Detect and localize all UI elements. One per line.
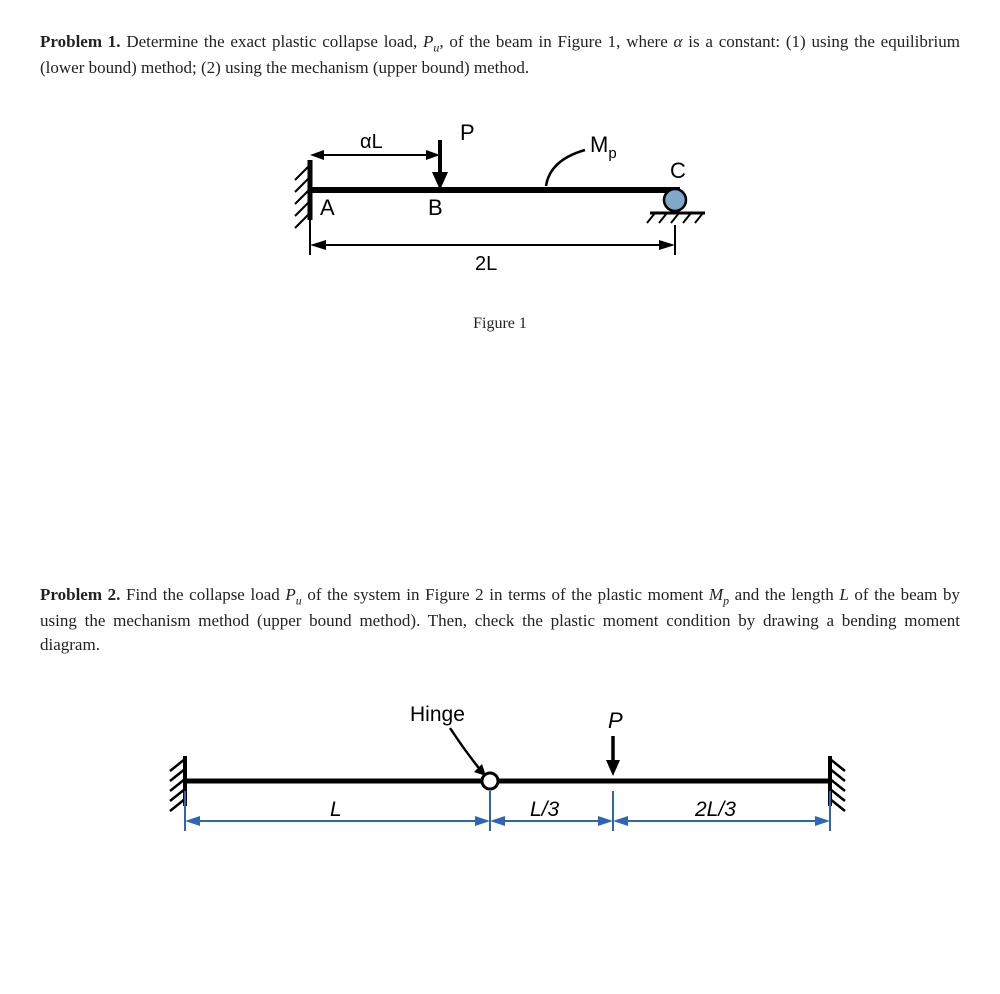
p1-t1: Determine the exact plastic collapse loa… bbox=[121, 32, 423, 51]
label-L: L bbox=[330, 798, 342, 821]
dim-L3: L/3 bbox=[490, 798, 613, 826]
hinge-icon bbox=[482, 773, 498, 789]
label-P: P bbox=[460, 120, 475, 145]
problem-2-text: Problem 2. Find the collapse load Pu of … bbox=[40, 583, 960, 657]
figure-2-container: Hinge P bbox=[40, 696, 960, 871]
p2-Pu: Pu bbox=[285, 585, 301, 604]
p1-t2: , of the beam in Figure 1, where bbox=[439, 32, 673, 51]
label-2L3: 2L/3 bbox=[694, 798, 736, 821]
p2-t2: of the system in Figure 2 in terms of th… bbox=[302, 585, 709, 604]
p2-L: L bbox=[839, 585, 848, 604]
hinge-label: Hinge bbox=[410, 703, 486, 776]
dim-2L: 2L bbox=[310, 220, 675, 275]
figure-1-caption: Figure 1 bbox=[40, 315, 960, 333]
label-L3: L/3 bbox=[530, 798, 560, 821]
label-A: A bbox=[320, 195, 335, 220]
problem-2-label: Problem 2. bbox=[40, 585, 120, 604]
fixed-support-icon bbox=[295, 160, 310, 228]
dim-L: L bbox=[185, 798, 490, 826]
svg-text:Mp: Mp bbox=[590, 132, 617, 162]
p2-t3: and the length bbox=[729, 585, 839, 604]
problem-1-text: Problem 1. Determine the exact plastic c… bbox=[40, 30, 960, 80]
roller-support-icon bbox=[647, 189, 705, 223]
p2-t1: Find the collapse load bbox=[120, 585, 285, 604]
label-alphaL: αL bbox=[360, 131, 383, 153]
label-C: C bbox=[670, 158, 686, 183]
p2-Mp: Mp bbox=[709, 585, 729, 604]
label-2L: 2L bbox=[475, 253, 497, 275]
figure-2-svg: Hinge P bbox=[130, 696, 870, 866]
load-arrow-icon: P bbox=[606, 708, 623, 776]
figure-1-svg: P αL Mp A B C bbox=[250, 100, 750, 300]
problem-1-label: Problem 1. bbox=[40, 32, 121, 51]
svg-text:Hinge: Hinge bbox=[410, 703, 465, 726]
svg-text:P: P bbox=[608, 708, 623, 733]
p1-Pu: Pu bbox=[423, 32, 439, 51]
mp-label: Mp bbox=[546, 132, 617, 186]
figure-1-container: P αL Mp A B C bbox=[40, 100, 960, 333]
dim-alphaL: αL bbox=[310, 131, 440, 160]
right-fixed-support-icon bbox=[830, 756, 845, 811]
left-fixed-support-icon bbox=[170, 756, 185, 811]
dim-2L3: 2L/3 bbox=[613, 798, 830, 826]
label-B: B bbox=[428, 195, 443, 220]
